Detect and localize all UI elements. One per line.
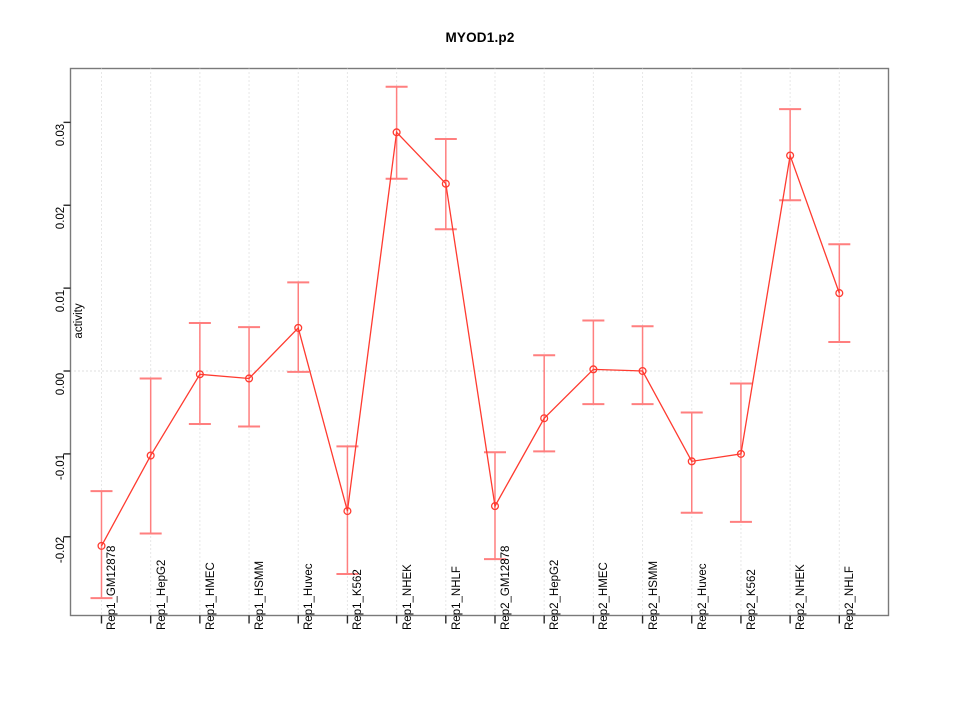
data-point-marker bbox=[146, 451, 155, 460]
x-tick-label: Rep2_NHLF bbox=[844, 565, 857, 630]
data-point-marker bbox=[245, 374, 254, 383]
data-point-markers bbox=[97, 128, 844, 550]
x-tick-label: Rep1_NHLF bbox=[450, 565, 463, 630]
y-tick-label: -0.02 bbox=[54, 536, 67, 563]
data-point-marker bbox=[687, 457, 696, 466]
x-tick-label: Rep2_HSMM bbox=[647, 560, 660, 630]
x-tick-label: Rep2_HMEC bbox=[598, 561, 611, 630]
data-point-marker bbox=[736, 449, 745, 458]
data-point-marker bbox=[294, 323, 303, 332]
data-point-marker bbox=[343, 507, 352, 516]
x-tick-label: Rep1_NHEK bbox=[401, 563, 414, 630]
y-tick-label: 0.01 bbox=[54, 289, 67, 313]
x-tick-label: Rep1_HepG2 bbox=[155, 559, 168, 630]
data-point-marker bbox=[786, 151, 795, 160]
x-tick-label: Rep1_GM12878 bbox=[106, 545, 119, 630]
y-tick-label: 0.02 bbox=[54, 207, 67, 230]
x-tick-label: Rep2_K562 bbox=[745, 568, 758, 630]
x-tick-label: Rep2_GM12878 bbox=[499, 545, 512, 630]
x-tick-label: Rep2_Huvec bbox=[696, 563, 709, 630]
y-axis-label: activity bbox=[73, 303, 85, 339]
x-tick-label: Rep2_NHEK bbox=[795, 563, 808, 630]
x-tick-label: Rep1_HSMM bbox=[254, 560, 267, 630]
data-line-series bbox=[100, 130, 840, 547]
data-point-marker bbox=[540, 414, 549, 423]
data-point-marker bbox=[835, 289, 844, 298]
x-tick-label: Rep1_Huvec bbox=[303, 563, 316, 630]
x-tick-label: Rep2_HepG2 bbox=[549, 559, 562, 630]
y-tick-label: 0.00 bbox=[54, 372, 67, 396]
data-point-marker bbox=[589, 365, 598, 374]
y-tick-label: -0.01 bbox=[54, 453, 67, 480]
data-point-marker bbox=[490, 502, 500, 511]
x-tick-label: Rep1_HMEC bbox=[204, 561, 217, 630]
data-point-marker bbox=[441, 179, 450, 188]
x-axis-ticks bbox=[100, 615, 841, 624]
data-point-marker bbox=[195, 370, 204, 379]
y-axis-ticks bbox=[63, 121, 71, 538]
x-tick-label: Rep1_K562 bbox=[352, 568, 365, 630]
data-point-marker bbox=[97, 541, 106, 550]
data-point-marker bbox=[638, 366, 647, 376]
plot-border bbox=[69, 67, 890, 617]
page-title: MYOD1.p2 bbox=[445, 30, 515, 45]
y-tick-label: 0.03 bbox=[54, 124, 67, 147]
data-point-marker bbox=[392, 128, 401, 137]
